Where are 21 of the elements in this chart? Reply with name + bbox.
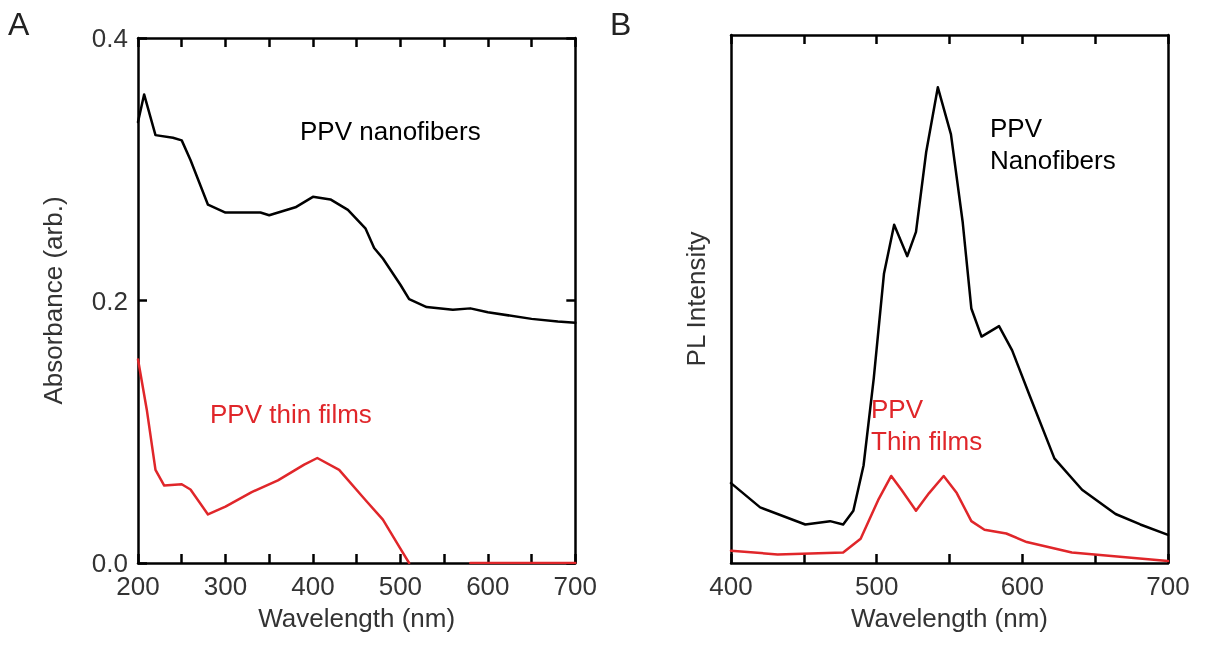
series-label: PPV Nanofibers [990,113,1116,175]
y-tick-label: 0.4 [91,23,128,53]
x-tick-label: 700 [1146,571,1190,601]
x-axis-title: Wavelength (nm) [258,603,456,633]
text: B [610,6,632,42]
x-tick-label: 400 [709,571,753,601]
y-tick-label: 0.2 [91,285,128,316]
text: A [8,6,30,42]
x-tick-label: 600 [466,571,510,601]
series-label: PPV thin films [210,399,372,429]
text: PPV nanofibers [300,116,481,146]
x-tick-label: 700 [553,571,598,601]
y-axis-title: PL Intensity [681,231,711,367]
x-axis-title: Wavelength (nm) [851,603,1048,633]
series-label: PPV Thin films [871,394,983,456]
x-tick-label: 500 [378,571,423,601]
x-tick-label: 300 [203,571,248,601]
x-tick-label: 400 [291,571,335,601]
x-tick-label: 600 [1000,571,1045,601]
x-tick-label: 500 [854,571,899,601]
y-axis-title: Absorbance (arb.) [38,196,68,405]
